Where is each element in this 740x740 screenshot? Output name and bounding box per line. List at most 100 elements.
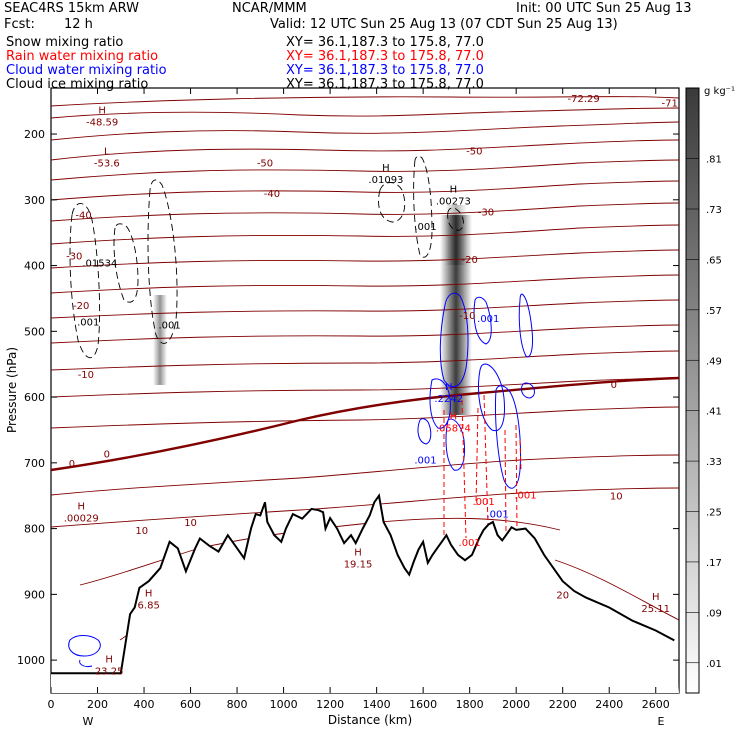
extremum-label: H.01093	[368, 163, 403, 186]
colorbar-level-label: .17	[706, 558, 722, 569]
mixing-ratio-contour-label: .001	[472, 497, 494, 508]
extremum-value: .00029	[64, 513, 99, 524]
field-xy-snow: XY= 36.1,187.3 to 175.8, 77.0	[286, 35, 484, 50]
field-xy-rain: XY= 36.1,187.3 to 175.8, 77.0	[286, 49, 484, 64]
extremum-label: H19.15	[344, 547, 373, 570]
extremum-label: H-48.59	[86, 106, 118, 129]
y-axis-title: Pressure (hPa)	[5, 347, 19, 433]
x-tick-label: 1400	[363, 698, 391, 711]
fcst-value: 12 h	[64, 17, 93, 32]
extremum-mark: H	[77, 501, 85, 512]
x-tick-label: 1000	[270, 698, 298, 711]
colorbar-level-label: .41	[706, 407, 722, 418]
extremum-value: .00273	[436, 196, 471, 207]
temperature-contour-label: 10	[184, 518, 197, 529]
colorbar-level-label: .81	[706, 155, 722, 166]
extremum-mark: H	[450, 184, 458, 195]
extremum-mark: H	[354, 547, 362, 558]
extremum-value: .2242	[434, 394, 463, 405]
colorbar-level-label: .09	[706, 608, 722, 619]
extremum-label: H23.25	[95, 655, 124, 678]
extremum-mark: H	[105, 655, 113, 666]
mixing-ratio-contour-label: .001	[477, 314, 499, 325]
snow-shading	[153, 205, 472, 415]
temperature-contour-label: 0	[104, 450, 110, 461]
extremum-value: 19.15	[344, 559, 373, 570]
colorbar-level-label: .25	[706, 508, 722, 519]
extremum-mark: H	[145, 588, 153, 599]
temperature-contour-label: -20	[73, 301, 89, 312]
x-tick-label: 800	[227, 698, 248, 711]
model-name: SEAC4RS 15km ARW	[4, 1, 140, 16]
x-tick-label: 1600	[409, 698, 437, 711]
terrain-surface-line	[51, 493, 675, 675]
colorbar-level-label: .33	[706, 457, 722, 468]
cloud-water-contours	[417, 292, 535, 489]
mixing-ratio-contour-label: .001	[158, 321, 180, 332]
extremum-value: 25.11	[641, 604, 670, 615]
temperature-contours	[50, 96, 680, 641]
y-tick-label: 300	[24, 194, 45, 207]
mixing-ratio-contour-label: .001	[77, 317, 99, 328]
temperature-contour-label: -50	[257, 158, 273, 169]
temperature-contour-label: 10	[610, 492, 623, 503]
x-tick-label: 2600	[642, 698, 670, 711]
temperature-contour-label: -10	[78, 370, 94, 381]
extremum-mark: H	[98, 106, 106, 117]
colorbar-level-label: .65	[706, 255, 722, 266]
field-label-cloud-water: Cloud water mixing ratio	[6, 63, 167, 78]
x-tick-label: 2000	[502, 698, 530, 711]
y-tick-label: 500	[24, 325, 45, 338]
colorbar-level-label: .49	[706, 356, 722, 367]
temperature-contour-label: -30	[66, 252, 82, 263]
x-tick-label: 2400	[595, 698, 623, 711]
extremum-value: 23.25	[95, 667, 124, 678]
temperature-contour-label: 0	[611, 380, 617, 391]
x-tick-label: 2200	[549, 698, 577, 711]
x-tick-label: 1800	[456, 698, 484, 711]
mixing-ratio-contour-label: .001	[414, 456, 436, 467]
mixing-ratio-contour-label: .001	[486, 509, 508, 520]
y-tick-label: 600	[24, 391, 45, 404]
extremum-label: H.00273	[436, 184, 471, 207]
temperature-contour-label: -40	[75, 210, 91, 221]
temperature-contour-label: -10	[459, 311, 475, 322]
mixing-ratio-contour-label: .001	[459, 538, 481, 549]
x-tick-label: 400	[134, 698, 155, 711]
valid-time: Valid: 12 UTC Sun 25 Aug 13 (07 CDT Sun …	[270, 17, 618, 32]
y-tick-label: 900	[24, 588, 45, 601]
colorbar: .01 .09 .17 .25 .33 .41 .49 .57 .65 .73 .81 g kg⁻¹	[685, 86, 735, 694]
extremum-label: H.00029	[64, 501, 99, 524]
x-axis-title: Distance (km)	[328, 713, 412, 727]
extremum-value: -48.59	[86, 118, 118, 129]
temperature-contour-label: 20	[556, 590, 569, 601]
extremum-mark: H	[652, 592, 660, 603]
extremum-label: H6.85	[138, 588, 160, 611]
y-tick-label: 800	[24, 523, 45, 536]
org-name: NCAR/MMM	[232, 1, 307, 16]
extremum-mark: H	[382, 163, 390, 174]
west-end-label: W	[83, 715, 94, 728]
rain-water-contours	[443, 394, 522, 548]
y-tick-label: 200	[24, 128, 45, 141]
extremum-value: 6.85	[138, 600, 160, 611]
temperature-contour-label: -71	[662, 98, 678, 109]
mixing-ratio-contour-label: .01534	[82, 258, 117, 269]
cloud-water-blob-west	[68, 635, 101, 667]
temperature-contour-label: -72.29	[568, 94, 600, 105]
extremum-label: L-53.6	[94, 146, 120, 169]
y-tick-label: 1000	[17, 654, 45, 667]
temperature-contour-label: -50	[466, 146, 482, 157]
freezing-level-contour	[50, 376, 680, 472]
temperature-contour-label: 0	[69, 459, 75, 470]
extremum-label: H25.11	[641, 592, 670, 615]
fcst-label: Fcst:	[4, 17, 35, 32]
temperature-contour-label: -40	[264, 189, 280, 200]
init-time: Init: 00 UTC Sun 25 Aug 13	[516, 1, 692, 16]
extremum-label: H.2242	[434, 382, 463, 405]
east-end-label: E	[658, 715, 665, 728]
extremum-label: H.05874	[436, 411, 471, 434]
field-label-rain: Rain water mixing ratio	[6, 49, 159, 64]
x-tick-label: 200	[87, 698, 108, 711]
